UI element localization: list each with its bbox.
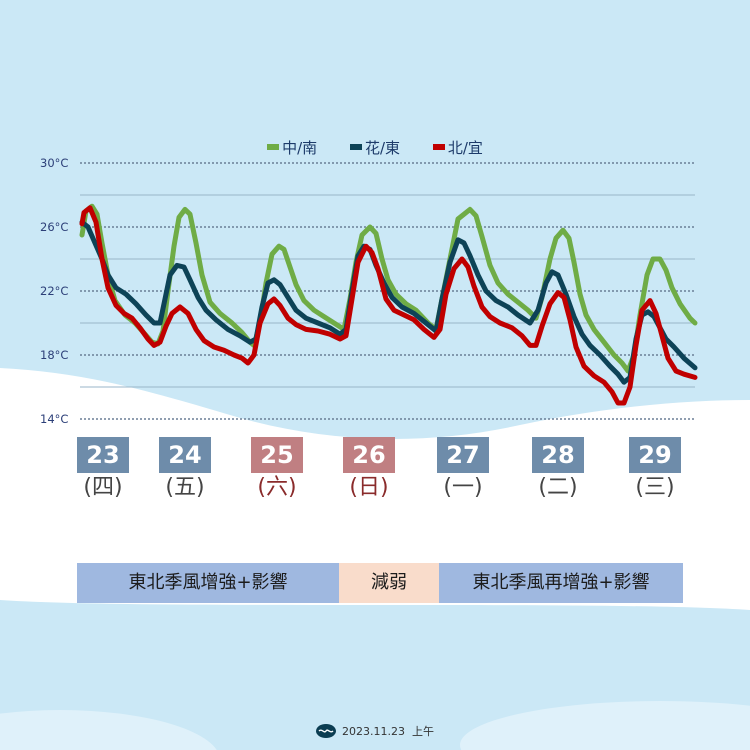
day-number: 27	[437, 437, 489, 473]
day-number: 25	[251, 437, 303, 473]
day-29: 29 (三)	[629, 437, 681, 501]
day-weekday: (二)	[538, 475, 578, 500]
day-weekday: (四)	[83, 475, 123, 500]
day-number: 29	[629, 437, 681, 473]
y-axis-label: 22°C	[40, 284, 69, 298]
y-axis-label: 26°C	[40, 220, 69, 234]
day-23: 23 (四)	[77, 437, 129, 501]
day-28: 28 (二)	[532, 437, 584, 501]
day-weekday: (一)	[443, 475, 483, 500]
series-line-north-yilan	[79, 205, 698, 406]
day-weekday: (日)	[349, 475, 389, 500]
chart-legend: 中/南 花/東 北/宜	[0, 136, 750, 158]
legend-swatch-icon	[349, 144, 362, 150]
legend-item-central-south: 中/南	[267, 137, 317, 158]
day-25: 25 (六)	[251, 437, 303, 501]
legend-item-hualien-taitung: 花/東	[349, 137, 401, 158]
day-number: 24	[159, 437, 211, 473]
day-27: 27 (一)	[437, 437, 489, 501]
monsoon-phase-bar: 東北季風增強+影響 減弱 東北季風再增強+影響	[77, 563, 683, 603]
y-axis-label: 18°C	[40, 348, 69, 362]
legend-label: 花/東	[364, 138, 401, 157]
day-number: 26	[343, 437, 395, 473]
y-axis-label: 30°C	[40, 156, 69, 170]
day-24: 24 (五)	[159, 437, 211, 501]
light-blob-right	[460, 701, 750, 750]
footer-date: 2023.11.23	[342, 724, 405, 738]
day-weekday: (三)	[635, 475, 675, 500]
phase-strengthen: 東北季風增強+影響	[77, 563, 339, 603]
cwa-logo-icon	[316, 724, 336, 738]
light-blob-left	[0, 710, 217, 750]
day-number: 28	[532, 437, 584, 473]
legend-item-north-yilan: 北/宜	[432, 137, 483, 158]
white-wave	[0, 368, 750, 610]
series-line-central-south	[79, 203, 698, 374]
day-weekday: (六)	[257, 475, 297, 500]
legend-label: 中/南	[282, 138, 318, 157]
phase-weaken: 減弱	[339, 563, 439, 603]
legend-swatch-icon	[432, 144, 445, 150]
phase-restrengthen: 東北季風再增強+影響	[439, 563, 683, 603]
legend-swatch-icon	[267, 144, 280, 150]
gridlines	[80, 162, 695, 420]
legend-label: 北/宜	[447, 138, 483, 157]
footer-period: 上午	[411, 725, 434, 738]
day-26: 26 (日)	[343, 437, 395, 501]
day-weekday: (五)	[165, 475, 205, 500]
y-axis-label: 14°C	[40, 412, 69, 426]
day-number: 23	[77, 437, 129, 473]
footer: 2023.11.23 上午	[0, 723, 750, 739]
